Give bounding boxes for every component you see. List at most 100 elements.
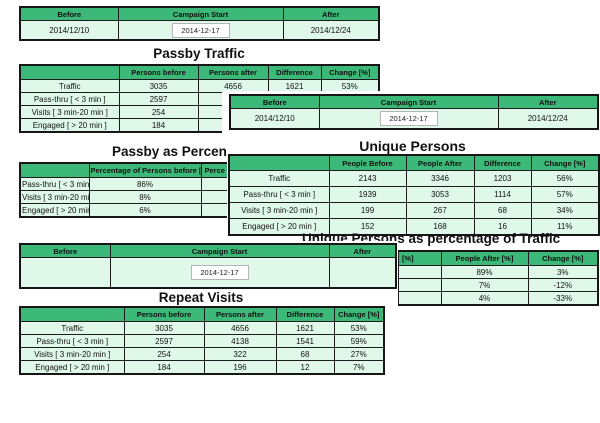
- unique-persons-section: Unique Persons People Before People Afte…: [227, 137, 600, 240]
- table-row: Visits [ 3 min-20 min ] 254 322 68 27%: [19, 347, 385, 361]
- col-header-persons-before: Persons before: [123, 306, 205, 322]
- cell: [397, 265, 442, 279]
- col-header-change: Change [%]: [320, 64, 380, 80]
- table-row: Visits [ 3 min-20 min ] 199 267 68 34%: [228, 202, 600, 219]
- campaign-date-input[interactable]: [171, 22, 230, 38]
- row-label: Pass-thru [ < 3 min ]: [19, 177, 90, 191]
- col-header-people-before-cut: [%]: [397, 250, 442, 266]
- col-header-people-after-pct: People After [%]: [440, 250, 529, 266]
- unique-percentage-table: [%] People After [%] Change [%] 89% 3% 7…: [397, 250, 599, 306]
- cell: 11%: [530, 218, 600, 236]
- cell: 59%: [333, 334, 385, 348]
- col-header-blank: [19, 64, 120, 80]
- unique-persons-title: Unique Persons: [359, 138, 466, 154]
- cell: 53%: [333, 321, 385, 335]
- cell: -33%: [527, 291, 599, 306]
- col-header-blank: [19, 306, 125, 322]
- cell: 34%: [530, 202, 600, 219]
- cell: 53%: [320, 79, 380, 93]
- date-picker-bottom-table: Before Campaign Start After: [19, 243, 397, 289]
- row-label: Pass-thru [ < 3 min ]: [19, 92, 120, 106]
- repeat-visits-table: Persons before Persons after Difference …: [19, 306, 385, 375]
- cell: -12%: [527, 278, 599, 292]
- col-header-persons-after: Persons after: [203, 306, 277, 322]
- cell: 3035: [118, 79, 199, 93]
- before-date: 2014/12/10: [19, 20, 119, 41]
- passby-percentage-title: Passby as Percenta: [112, 144, 239, 159]
- row-label: Visits [ 3 min-20 min ]: [19, 105, 120, 119]
- cell: 2143: [328, 170, 407, 187]
- campaign-start-header: Campaign Start: [117, 6, 284, 21]
- cell: [397, 291, 442, 306]
- cell: 68: [473, 202, 532, 219]
- cell: 152: [328, 218, 407, 236]
- before-date: 2014/12/10: [229, 108, 320, 130]
- table-row: Pass-thru [ < 3 min ] 1939 3053 1114 57%: [228, 186, 600, 203]
- cell: 89%: [440, 265, 529, 279]
- repeat-visits-title: Repeat Visits: [158, 290, 244, 305]
- campaign-start-header: Campaign Start: [109, 243, 330, 258]
- after-date: [328, 257, 397, 289]
- campaign-date-cell: [318, 108, 499, 130]
- row-label: Traffic: [228, 170, 330, 187]
- table-row: Traffic 2143 3346 1203 56%: [228, 170, 600, 187]
- cell: 267: [405, 202, 475, 219]
- table-row: Traffic 3035 4656 1621 53%: [19, 321, 385, 335]
- campaign-date-cell: [109, 257, 330, 289]
- campaign-date-input[interactable]: [190, 265, 249, 280]
- after-header: After: [328, 243, 397, 258]
- cell: 4656: [197, 79, 269, 93]
- table-row: 4% -33%: [397, 291, 599, 306]
- date-picker-mid-table: Before Campaign Start After 2014/12/10 2…: [229, 94, 599, 130]
- cell: 199: [328, 202, 407, 219]
- cell: 3053: [405, 186, 475, 203]
- cell: 184: [123, 360, 205, 375]
- cell: 12: [275, 360, 335, 375]
- col-header-blank: [228, 154, 330, 171]
- cell: 2597: [118, 92, 199, 106]
- col-header-change: Change [%]: [333, 306, 385, 322]
- col-header-change: Change [%]: [530, 154, 600, 171]
- row-label: Pass-thru [ < 3 min ]: [228, 186, 330, 203]
- cell: 3346: [405, 170, 475, 187]
- row-label: Traffic: [19, 79, 120, 93]
- row-label: Pass-thru [ < 3 min ]: [19, 334, 125, 348]
- cell: 86%: [88, 177, 202, 191]
- row-label: Visits [ 3 min-20 min ]: [19, 190, 90, 204]
- cell: 16: [473, 218, 532, 236]
- col-header-people-before: People Before: [328, 154, 407, 171]
- cell: 2597: [123, 334, 205, 348]
- col-header-change: Change [%]: [527, 250, 599, 266]
- cell: 254: [123, 347, 205, 361]
- col-header-difference: Difference: [473, 154, 532, 171]
- cell: 7%: [440, 278, 529, 292]
- repeat-visits-section: Repeat Visits Persons before Persons aft…: [12, 289, 397, 393]
- campaign-date-cell: [117, 20, 284, 41]
- table-row: Engaged [ > 20 min ] 184 196 12 7%: [19, 360, 385, 375]
- row-label: Engaged [ > 20 min ]: [228, 218, 330, 236]
- table-row: Traffic 3035 4656 1621 53%: [19, 79, 380, 93]
- cell: 4%: [440, 291, 529, 306]
- date-picker-top-table: Before Campaign Start After 2014/12/10 2…: [19, 6, 380, 41]
- cell: 1621: [267, 79, 322, 93]
- cell: 3035: [123, 321, 205, 335]
- passby-traffic-title: Passby Traffic: [153, 46, 245, 61]
- before-header: Before: [19, 6, 119, 21]
- cell: 8%: [88, 190, 202, 204]
- table-row: 89% 3%: [397, 265, 599, 279]
- row-label: Visits [ 3 min-20 min ]: [19, 347, 125, 361]
- cell: 4138: [203, 334, 277, 348]
- date-picker-mid: Before Campaign Start After 2014/12/10 2…: [222, 91, 600, 139]
- row-label: Engaged [ > 20 min ]: [19, 203, 90, 218]
- col-header-persons-before: Persons before: [118, 64, 199, 80]
- after-header: After: [282, 6, 380, 21]
- row-label: Visits [ 3 min-20 min ]: [228, 202, 330, 219]
- cell: 56%: [530, 170, 600, 187]
- cell: 322: [203, 347, 277, 361]
- col-header-people-after: People After: [405, 154, 475, 171]
- col-header-pct-before: Percentage of Persons before [%]: [88, 162, 202, 178]
- campaign-date-input[interactable]: [379, 111, 438, 126]
- cell: 196: [203, 360, 277, 375]
- table-row: Pass-thru [ < 3 min ] 2597 4138 1541 59%: [19, 334, 385, 348]
